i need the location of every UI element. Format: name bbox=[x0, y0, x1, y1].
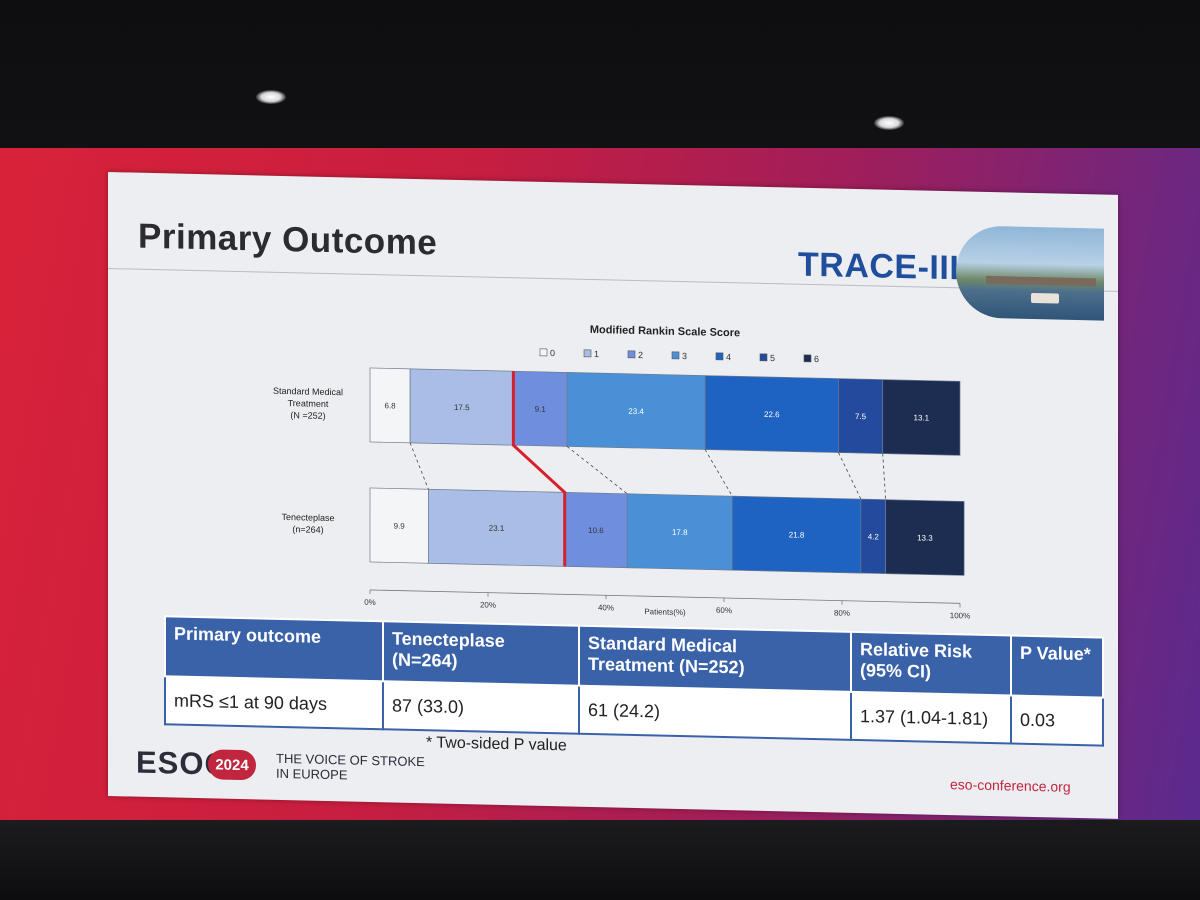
presentation-slide: Primary Outcome TRACE-III Modified Ranki… bbox=[108, 172, 1118, 819]
mrs-0-1-boundary-line bbox=[511, 371, 567, 567]
legend-swatch-5 bbox=[759, 353, 768, 362]
data-label-row0-mrs3: 23.4 bbox=[628, 407, 644, 416]
data-label-row1-mrs3: 17.8 bbox=[672, 528, 688, 537]
bar-segment-row1-mrs6 bbox=[885, 499, 965, 576]
category-label-row0-line1: Treatment bbox=[288, 398, 329, 409]
legend-label-1: 1 bbox=[594, 349, 599, 359]
cell-p-value: 0.03 bbox=[1011, 695, 1103, 746]
legend-swatch-4 bbox=[715, 352, 724, 361]
x-axis-line bbox=[370, 589, 960, 604]
connector-line-6 bbox=[882, 453, 887, 500]
header-primary-outcome: Primary outcome bbox=[165, 616, 383, 682]
data-label-row0-mrs6: 13.1 bbox=[914, 413, 930, 422]
legend-swatch-0 bbox=[539, 348, 548, 357]
data-label-row0-mrs2: 9.1 bbox=[535, 405, 547, 414]
legend-swatch-3 bbox=[671, 351, 680, 360]
category-label-row1-line0: Tenecteplase bbox=[281, 512, 334, 523]
category-label-row0-line0: Standard Medical bbox=[273, 386, 343, 398]
legend-label-6: 6 bbox=[814, 354, 819, 364]
footnote: * Two-sided P value bbox=[426, 734, 567, 755]
x-tick-label-5: 100% bbox=[950, 611, 970, 620]
data-label-row0-mrs1: 17.5 bbox=[454, 403, 470, 412]
cell-tenecteplase: 87 (33.0) bbox=[383, 681, 579, 734]
data-label-row1-mrs4: 21.8 bbox=[789, 530, 805, 539]
category-label-row1-line1: (n=264) bbox=[292, 524, 323, 535]
cell-relative-risk: 1.37 (1.04-1.81) bbox=[851, 691, 1011, 744]
legend-label-5: 5 bbox=[770, 353, 775, 363]
data-label-row1-mrs0: 9.9 bbox=[394, 521, 406, 530]
mrs-stacked-bar-chart: Modified Rankin Scale Score 0 1 2 3 4 5 6 6.8 17.… bbox=[273, 324, 970, 621]
legend-label-2: 2 bbox=[638, 350, 643, 360]
ceiling-light-left bbox=[256, 90, 286, 104]
data-label-row1-mrs6: 13.3 bbox=[917, 533, 933, 542]
header-tenecteplase: Tenecteplase (N=264) bbox=[383, 621, 579, 686]
x-tick-label-4: 80% bbox=[834, 608, 850, 617]
header-standard-treatment: Standard Medical Treatment (N=252) bbox=[579, 625, 851, 692]
data-label-row1-mrs5: 4.2 bbox=[868, 532, 880, 541]
ceiling-light-right bbox=[874, 116, 904, 130]
chart-title: Modified Rankin Scale Score bbox=[590, 324, 740, 339]
legend-swatch-2 bbox=[627, 350, 636, 359]
header-relative-risk: Relative Risk (95% CI) bbox=[851, 631, 1011, 696]
conference-url[interactable]: eso-conference.org bbox=[950, 776, 1071, 795]
esoc-year-badge: 2024 bbox=[208, 749, 256, 781]
x-axis-label: Patients(%) bbox=[644, 607, 686, 617]
cell-outcome: mRS ≤1 at 90 days bbox=[165, 676, 383, 730]
esoc-tagline: THE VOICE OF STROKE IN EUROPE bbox=[276, 751, 426, 784]
connector-line-3 bbox=[566, 446, 628, 495]
data-label-row0-mrs0: 6.8 bbox=[384, 401, 396, 410]
header-p-value: P Value* bbox=[1011, 635, 1103, 698]
legend-label-3: 3 bbox=[682, 351, 687, 361]
legend-label-4: 4 bbox=[726, 352, 731, 362]
x-tick-label-3: 60% bbox=[716, 606, 732, 615]
category-label-row0-line2: (N =252) bbox=[290, 410, 325, 421]
bar-segment-row0-mrs6 bbox=[882, 379, 961, 456]
x-tick-label-0: 0% bbox=[364, 598, 376, 607]
primary-outcome-table-wrapper: Primary outcome Tenecteplase (N=264) Stan… bbox=[164, 615, 1104, 746]
x-tick-label-2: 40% bbox=[598, 603, 614, 612]
tagline-line-2: IN EUROPE bbox=[276, 765, 348, 783]
connector-line-4 bbox=[704, 449, 733, 497]
x-tick-label-1: 20% bbox=[480, 600, 496, 609]
data-label-row0-mrs5: 7.5 bbox=[855, 412, 867, 421]
data-label-row1-mrs1: 23.1 bbox=[489, 524, 505, 533]
floor bbox=[0, 820, 1200, 900]
connector-line-5 bbox=[838, 452, 862, 500]
data-label-row1-mrs2: 10.6 bbox=[588, 526, 604, 535]
primary-outcome-table: Primary outcome Tenecteplase (N=264) Stan… bbox=[164, 615, 1104, 746]
legend-swatch-6 bbox=[803, 354, 812, 363]
legend-swatch-1 bbox=[583, 349, 592, 358]
data-label-row0-mrs4: 22.6 bbox=[764, 410, 780, 419]
cell-standard: 61 (24.2) bbox=[579, 685, 851, 740]
legend-label-0: 0 bbox=[550, 348, 555, 358]
connector-line-1 bbox=[409, 442, 429, 490]
